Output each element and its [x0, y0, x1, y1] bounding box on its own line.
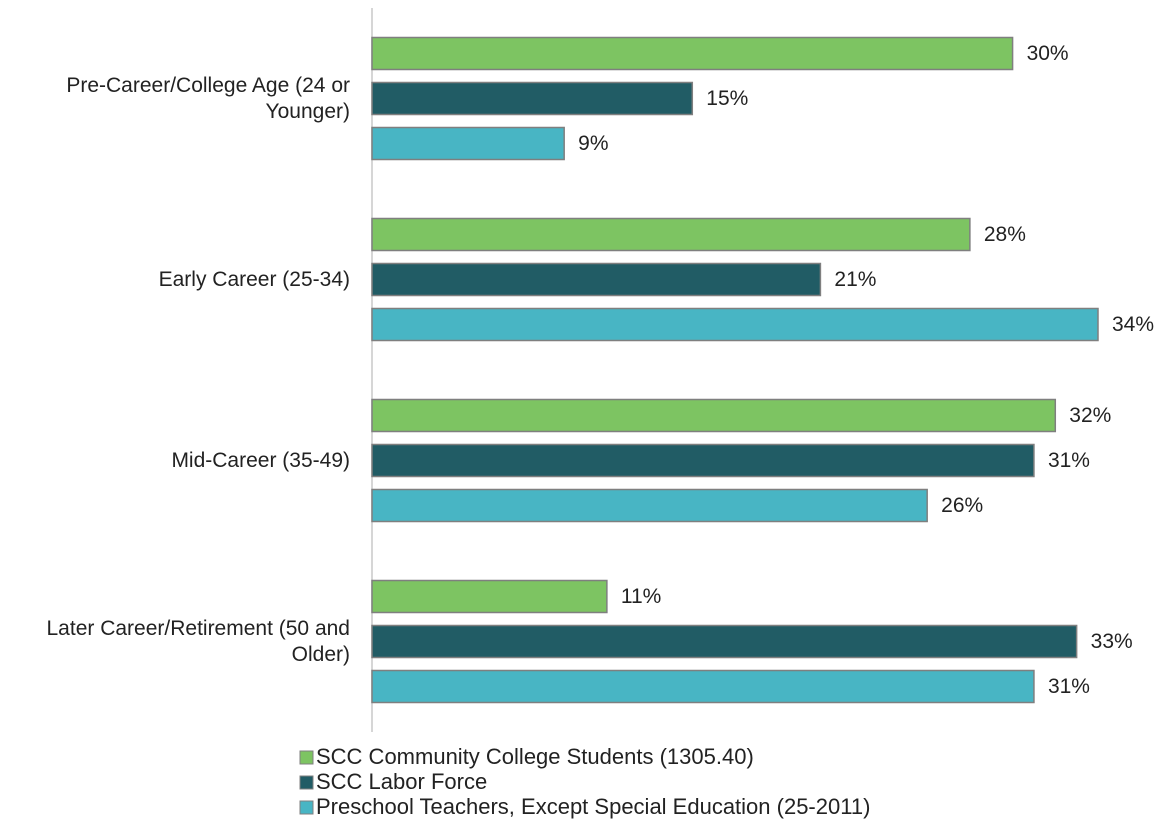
legend-label: SCC Community College Students (1305.40)	[316, 744, 754, 769]
bar	[371, 624, 1078, 659]
value-label: 28%	[984, 223, 1026, 246]
value-label: 21%	[834, 268, 876, 291]
bar	[371, 262, 822, 297]
value-label: 30%	[1027, 42, 1069, 65]
category-label: Pre-Career/College Age (24 or Younger)	[66, 73, 350, 123]
category-label: Mid-Career (35-49)	[171, 448, 350, 472]
value-label: 15%	[706, 87, 748, 110]
bar	[371, 669, 1035, 704]
legend-swatch	[299, 775, 314, 790]
bar	[371, 81, 694, 116]
legend-swatch	[299, 800, 314, 815]
bar	[371, 36, 1014, 71]
bar	[371, 126, 565, 161]
bar	[371, 398, 1057, 433]
bar	[371, 443, 1035, 478]
bar	[371, 579, 608, 614]
legend-label: SCC Labor Force	[316, 769, 487, 794]
bar	[371, 488, 928, 523]
category-label: Later Career/Retirement (50 and Older)	[46, 616, 351, 666]
value-label: 31%	[1048, 675, 1090, 698]
value-label: 11%	[621, 585, 661, 608]
value-label: 26%	[941, 494, 983, 517]
value-label: 33%	[1091, 630, 1133, 653]
legend-swatch	[299, 750, 314, 765]
category-label: Early Career (25-34)	[158, 267, 350, 291]
value-label: 34%	[1112, 313, 1154, 336]
value-label: 31%	[1048, 449, 1090, 472]
legend-label: Preschool Teachers, Except Special Educa…	[316, 794, 870, 819]
bar	[371, 217, 971, 252]
value-label: 32%	[1069, 404, 1111, 427]
value-label: 9%	[578, 132, 608, 155]
bar	[371, 307, 1099, 342]
